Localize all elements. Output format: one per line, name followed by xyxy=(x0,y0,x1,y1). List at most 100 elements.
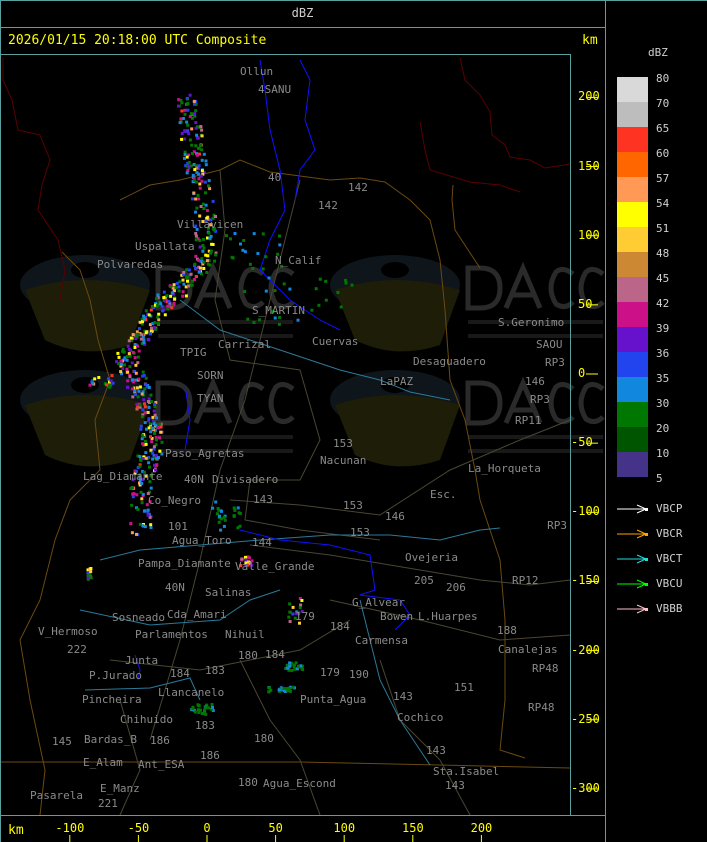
watermark-letter xyxy=(155,265,193,311)
x-tick-label: 0 xyxy=(203,821,211,835)
echo-cell xyxy=(268,686,271,690)
echo-cell xyxy=(200,134,204,138)
echo-cell xyxy=(149,430,153,434)
echo-cell xyxy=(195,153,199,157)
echo-cell xyxy=(286,689,290,693)
echo-cell xyxy=(243,250,247,254)
echo-cell xyxy=(192,150,196,154)
y-tick-label: -150 xyxy=(571,573,600,588)
echo-cell xyxy=(219,528,223,532)
place-label: 183 xyxy=(205,664,225,677)
echo-cell xyxy=(149,314,153,318)
echo-cell xyxy=(194,109,198,113)
echo-cell xyxy=(218,514,221,518)
place-label: SORN xyxy=(197,369,224,382)
echo-cell xyxy=(293,667,297,671)
echo-cell xyxy=(144,442,148,446)
place-label: Sosneado xyxy=(112,611,165,624)
legend-value-label: 35 xyxy=(656,372,670,385)
echo-cell xyxy=(211,243,215,246)
y-tick-label: -250 xyxy=(571,711,600,726)
echo-cell xyxy=(201,172,205,176)
echo-cell xyxy=(134,363,138,367)
echo-cell xyxy=(244,558,248,562)
echo-cell xyxy=(151,457,155,461)
echo-cell xyxy=(120,372,123,376)
watermark-letter xyxy=(503,261,543,309)
echo-cell xyxy=(267,276,271,280)
echo-cell xyxy=(198,708,202,712)
echo-cell xyxy=(242,557,246,561)
echo-cell xyxy=(152,447,156,451)
legend-swatch xyxy=(617,227,648,252)
echo-cell xyxy=(197,177,201,181)
echo-cell xyxy=(198,214,202,218)
echo-cell xyxy=(131,351,135,354)
place-label: RP11 xyxy=(515,414,542,427)
echo-cell xyxy=(138,405,142,409)
echo-cell xyxy=(178,121,182,125)
echo-cell xyxy=(209,251,213,255)
echo-cell xyxy=(185,171,189,175)
echo-cell xyxy=(141,469,145,473)
echo-cell xyxy=(186,102,190,106)
place-label: Punta_Agua xyxy=(300,693,366,706)
echo-cell xyxy=(138,320,142,324)
x-axis-unit: km xyxy=(8,823,24,838)
echo-cell xyxy=(278,234,281,238)
legend-swatch xyxy=(617,302,648,327)
echo-cell xyxy=(106,377,110,381)
place-label: N_Calif xyxy=(275,254,321,267)
place-label: 143 xyxy=(253,493,273,506)
echo-cell xyxy=(154,454,158,457)
echo-cell xyxy=(144,309,148,313)
place-label: Canalejas xyxy=(498,643,558,656)
place-label: Pampa_Diamante xyxy=(138,557,231,570)
place-label: 153 xyxy=(343,499,363,512)
place-label: 205 xyxy=(414,574,434,587)
international-border xyxy=(459,57,571,169)
echo-cell xyxy=(150,329,154,333)
x-tick-label: 100 xyxy=(333,821,356,835)
place-label: Valle_Grande xyxy=(235,560,314,573)
place-label: 188 xyxy=(497,624,517,637)
echo-cell xyxy=(120,362,123,366)
place-label: Salinas xyxy=(205,586,251,599)
echo-cell xyxy=(154,438,158,442)
place-label: RP3 xyxy=(547,519,567,532)
echo-cell xyxy=(248,556,251,560)
echo-cell xyxy=(153,405,157,409)
echo-cell xyxy=(183,137,187,141)
echo-cell xyxy=(141,390,145,394)
echo-cell xyxy=(285,687,289,691)
y-tick-label: 200 xyxy=(578,89,600,104)
echo-cell xyxy=(160,440,164,444)
legend-swatch xyxy=(617,327,648,352)
echo-cell xyxy=(258,318,262,322)
echo-cell xyxy=(282,282,286,286)
echo-cell xyxy=(200,158,204,162)
watermark-line xyxy=(158,320,293,324)
echo-cell xyxy=(146,411,150,414)
echo-cell xyxy=(185,276,189,279)
echo-cell xyxy=(142,314,145,318)
place-label: S.Geronimo xyxy=(498,316,564,329)
watermark-line xyxy=(468,435,603,439)
echo-cell xyxy=(293,616,297,620)
echo-cell xyxy=(141,320,144,324)
place-label: 142 xyxy=(318,199,338,212)
echo-cell xyxy=(197,270,201,274)
dacc-watermarks xyxy=(20,255,605,467)
echo-cell xyxy=(138,522,142,526)
echo-cell xyxy=(297,611,301,615)
map-title: 2026/01/15 20:18:00 UTC Composite xyxy=(8,33,267,48)
echo-cell xyxy=(202,152,206,156)
echo-cell xyxy=(151,427,155,431)
echo-cell xyxy=(202,207,206,210)
echo-cell xyxy=(144,331,148,335)
echo-cell xyxy=(86,576,90,580)
legend-swatch xyxy=(617,202,648,227)
echo-cell xyxy=(198,238,202,242)
river xyxy=(359,599,431,766)
